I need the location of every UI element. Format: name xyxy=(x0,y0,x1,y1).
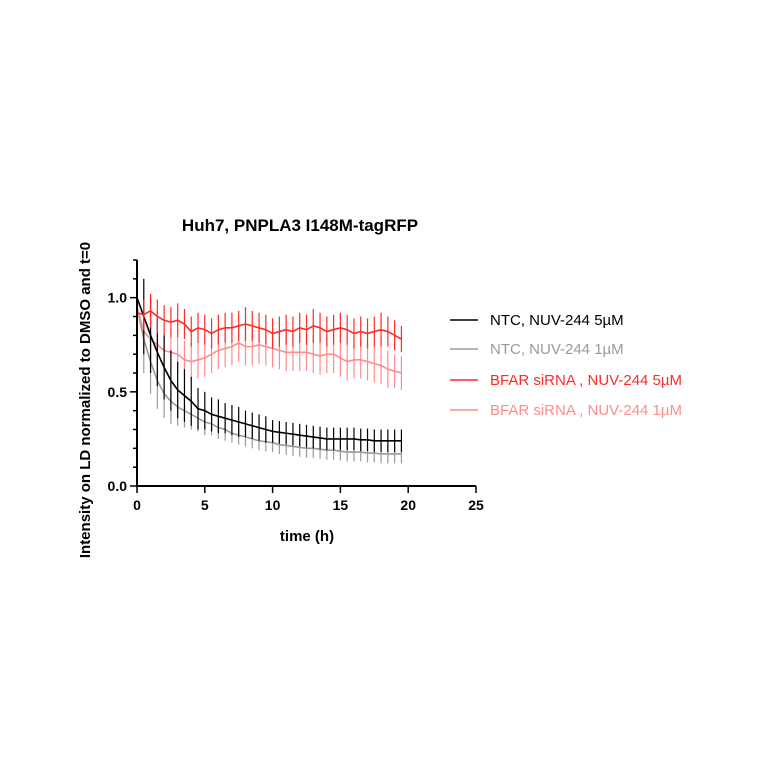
series-line xyxy=(136,306,402,374)
series-1 xyxy=(136,278,403,464)
y-tick-label: 0.5 xyxy=(108,384,128,400)
legend-item: BFAR siRNA , NUV-244 1µM xyxy=(450,402,682,419)
y-tick-label: 0.0 xyxy=(108,478,128,494)
x-tick-label: 15 xyxy=(333,497,349,513)
x-tick-label: 25 xyxy=(468,497,484,513)
series-0 xyxy=(136,269,403,453)
x-tick-label: 0 xyxy=(133,497,141,513)
legend-item: NTC, NUV-244 1µM xyxy=(450,341,624,358)
x-axis-label: time (h) xyxy=(280,528,334,545)
x-tick-label: 20 xyxy=(400,497,416,513)
legend-label: BFAR siRNA , NUV-244 1µM xyxy=(490,402,682,419)
y-axis-label: Intensity on LD normalized to DMSO and t… xyxy=(77,242,94,558)
legend-label: NTC, NUV-244 5µM xyxy=(490,312,624,329)
series-line xyxy=(136,306,402,455)
legend-item: BFAR siRNA , NUV-244 5µM xyxy=(450,372,682,389)
legend-label: NTC, NUV-244 1µM xyxy=(490,341,624,358)
series-3 xyxy=(136,297,403,390)
legend-label: BFAR siRNA , NUV-244 5µM xyxy=(490,372,682,389)
series-2 xyxy=(136,293,403,353)
series-line xyxy=(136,309,402,340)
series-line xyxy=(136,297,402,442)
legend-item: NTC, NUV-244 5µM xyxy=(450,312,624,329)
x-tick-label: 5 xyxy=(201,497,209,513)
x-tick-label: 10 xyxy=(265,497,281,513)
chart-title: Huh7, PNPLA3 I148M-tagRFP xyxy=(182,216,418,235)
y-tick-label: 1.0 xyxy=(108,290,128,306)
